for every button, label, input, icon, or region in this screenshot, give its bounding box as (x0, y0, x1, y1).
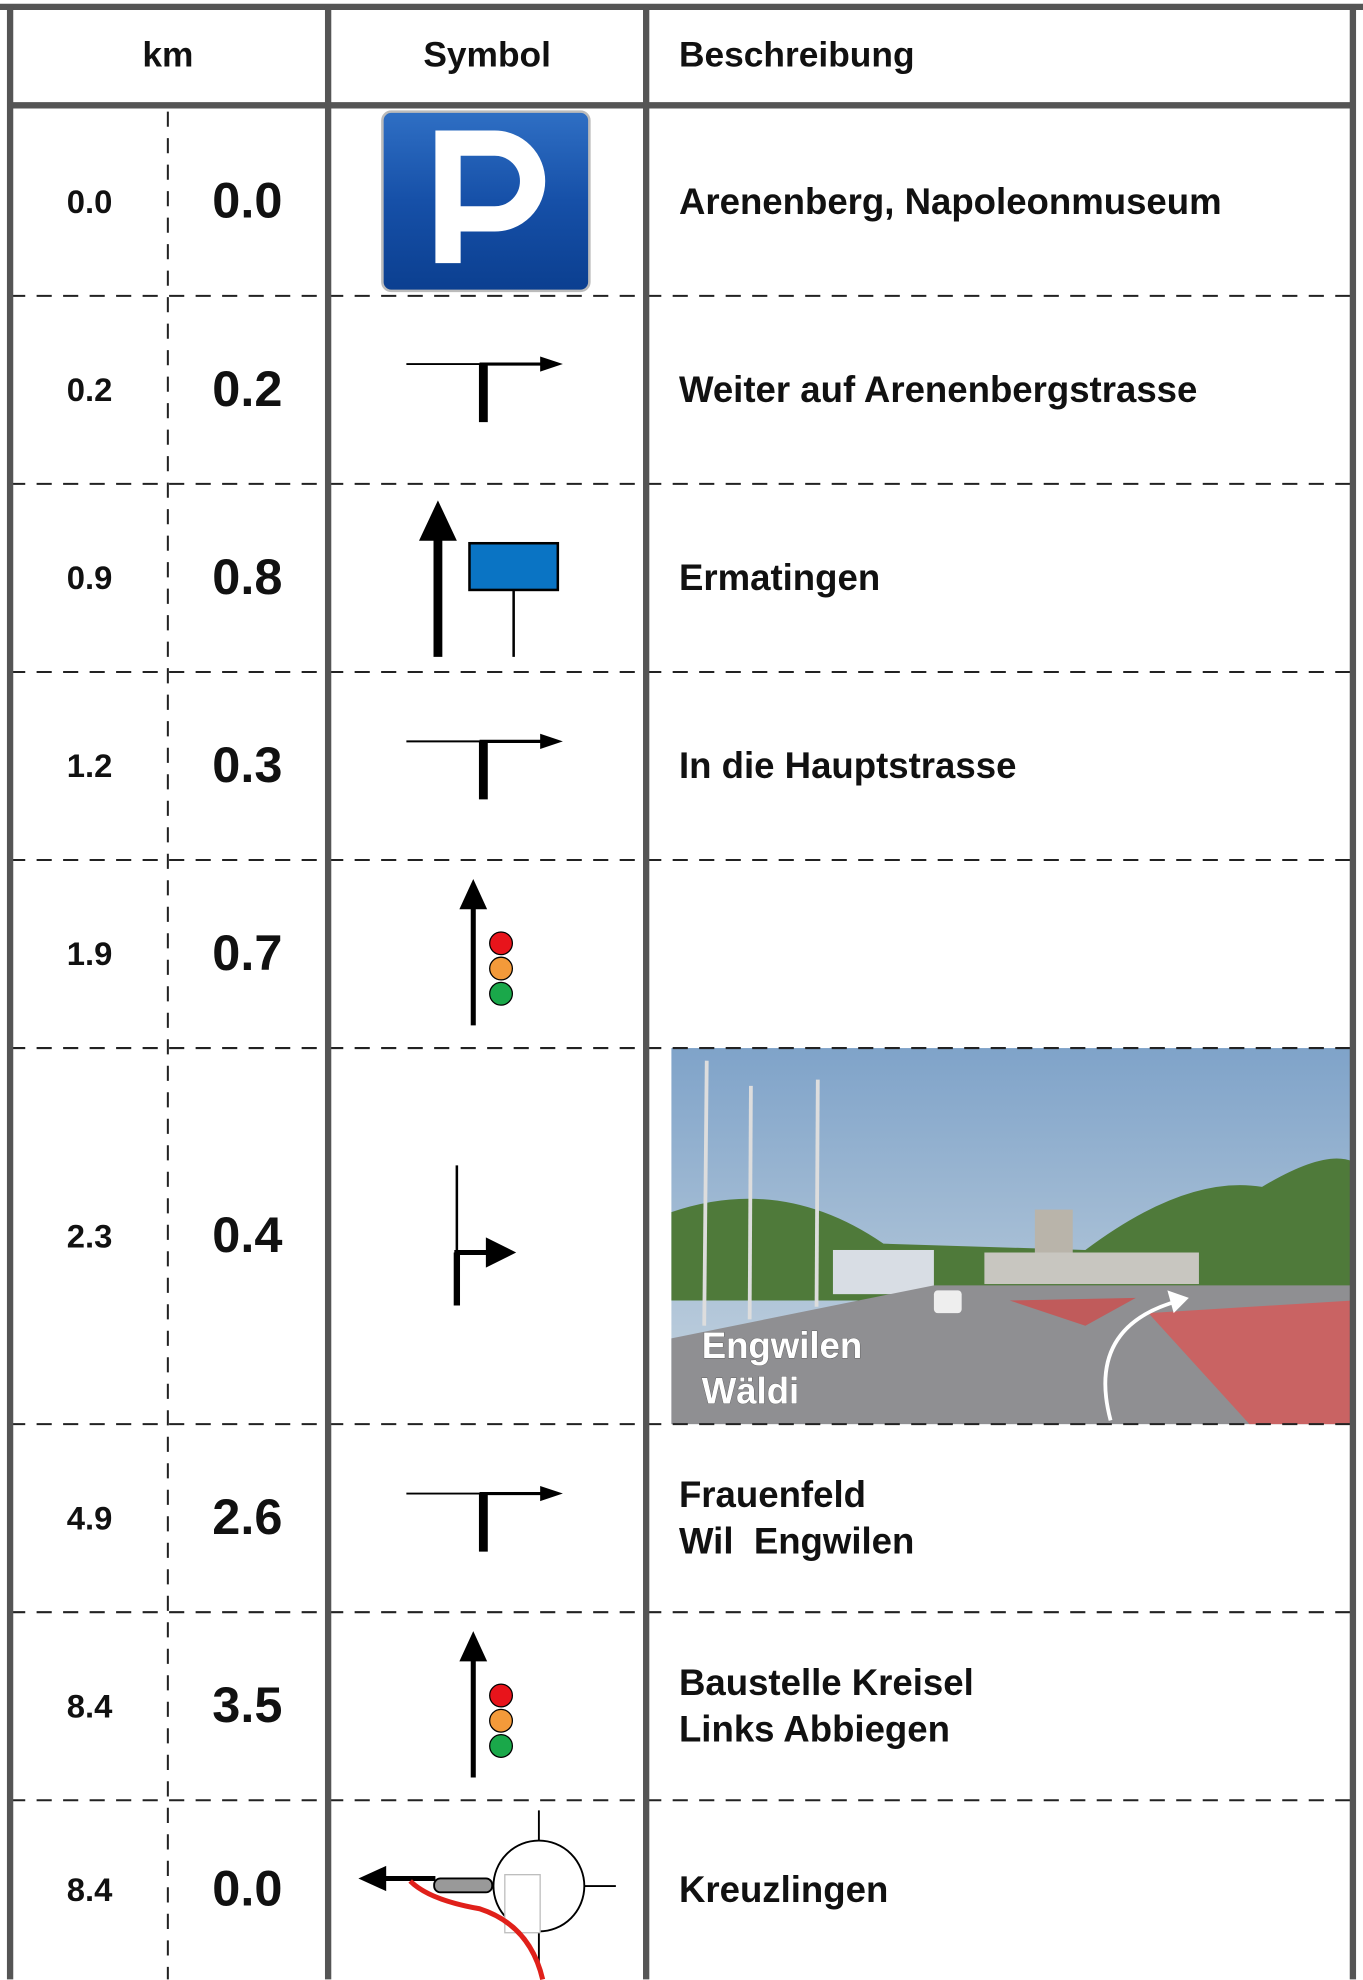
total-km: 1.2 (67, 747, 113, 784)
header-cell: Symbol (423, 36, 551, 75)
description: Wil Engwilen (679, 1521, 914, 1562)
total-km: 1.9 (67, 935, 113, 972)
total-km: 0.9 (67, 559, 113, 596)
partial-km: 0.2 (212, 360, 282, 417)
roundabout-icon (358, 1810, 616, 1980)
parking-sign (381, 110, 591, 293)
total-km: 8.4 (67, 1871, 113, 1908)
street-photo (671, 1048, 1353, 1425)
photo-label: Wäldi (702, 1371, 800, 1412)
description: Kreuzlingen (679, 1869, 888, 1910)
partial-km: 0.8 (212, 548, 282, 605)
table-grid (0, 3, 1363, 1980)
description: Ermatingen (679, 557, 880, 598)
description: Frauenfeld (679, 1474, 866, 1515)
partial-km: 3.5 (212, 1676, 282, 1733)
header-cell: Beschreibung (679, 36, 915, 75)
description: In die Hauptstrasse (679, 745, 1016, 786)
total-km: 0.0 (67, 183, 113, 220)
table-text: km Symbol Beschreibung 0.0 0.0 Arenenberg, Na… (67, 36, 1222, 1917)
description: Links Abbiegen (679, 1709, 950, 1750)
straight-sign-icon (418, 500, 560, 657)
description: Arenenberg, Napoleonmuseum (679, 181, 1222, 222)
partial-km: 0.4 (212, 1206, 282, 1263)
right-turn-icon (453, 1165, 517, 1306)
header-cell: km (142, 36, 193, 75)
partial-km: 0.0 (212, 1860, 282, 1917)
partial-km: 0.7 (212, 924, 282, 981)
total-km: 4.9 (67, 1499, 113, 1536)
total-km: 2.3 (67, 1217, 113, 1254)
photo-label: Engwilen (702, 1325, 863, 1366)
total-km: 0.2 (67, 371, 113, 408)
partial-km: 0.3 (212, 736, 282, 793)
total-km: 8.4 (67, 1687, 113, 1724)
description: Baustelle Kreisel (679, 1662, 974, 1703)
partial-km: 2.6 (212, 1488, 282, 1545)
description: Weiter auf Arenenbergstrasse (679, 369, 1197, 410)
partial-km: 0.0 (212, 172, 282, 229)
